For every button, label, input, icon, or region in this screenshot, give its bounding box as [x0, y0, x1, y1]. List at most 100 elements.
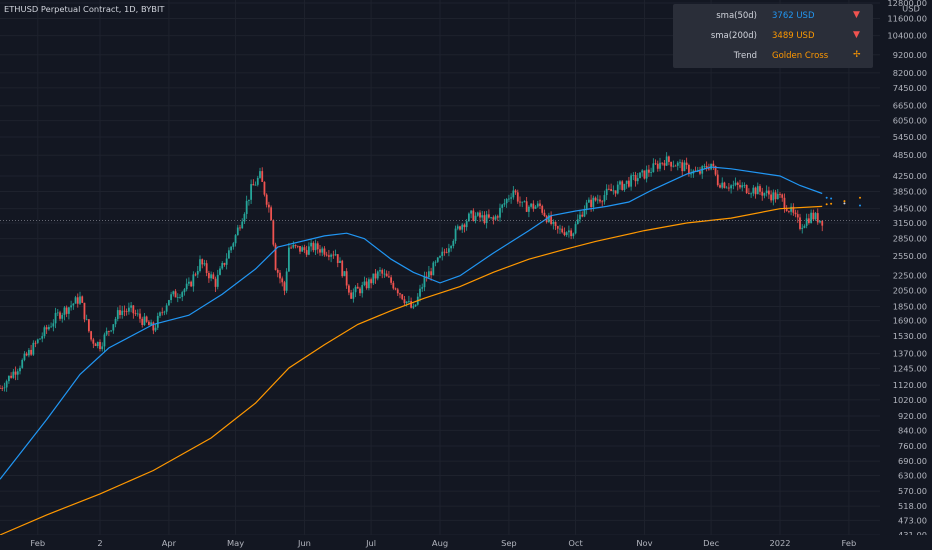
candle-body: [519, 201, 521, 203]
candle-body: [419, 288, 421, 297]
legend-value: Golden Cross: [772, 51, 829, 61]
cross-icon: ✢: [853, 50, 861, 60]
candle-body: [87, 319, 90, 332]
candle-body: [194, 274, 197, 276]
candle-body: [676, 162, 679, 166]
candle-body: [290, 247, 293, 249]
candle-body: [525, 201, 528, 212]
candle-body: [370, 279, 373, 284]
candle-body: [107, 330, 110, 332]
down-triangle-icon: ▼: [853, 10, 860, 20]
candle-body: [536, 203, 539, 207]
candle-body: [599, 199, 601, 202]
candle-body: [159, 312, 161, 316]
candle-body: [185, 283, 188, 290]
candle-body: [225, 258, 228, 265]
candle-body: [121, 310, 124, 315]
candle-body: [256, 177, 259, 185]
candle-body: [163, 311, 166, 313]
candle-body: [181, 292, 184, 297]
candle-body: [570, 230, 573, 237]
candle-body: [61, 314, 64, 319]
candle-body: [56, 312, 59, 314]
candle-body: [687, 164, 690, 174]
candle-body: [447, 248, 450, 253]
candle-body: [594, 197, 597, 201]
y-tick-label: 1370.00: [893, 349, 927, 359]
candle-body: [612, 190, 615, 192]
y-tick-label: 2550.00: [893, 251, 927, 261]
candle-body: [270, 207, 273, 221]
candle-body: [421, 287, 424, 289]
candle-body: [363, 281, 366, 286]
projection-dot: [843, 202, 846, 205]
candle-body: [165, 305, 168, 312]
candle-body: [461, 224, 464, 230]
candle-body: [516, 192, 519, 202]
candle-body: [390, 277, 393, 283]
projection-dot: [830, 202, 833, 205]
candle-body: [532, 203, 535, 209]
candle-body: [312, 242, 315, 251]
legend-value: 3762 USD: [772, 11, 815, 21]
candle-body: [147, 321, 150, 326]
y-tick-label: 518.00: [898, 501, 927, 511]
candle-body: [596, 199, 599, 201]
candle-body: [590, 199, 593, 207]
candle-body: [412, 306, 415, 308]
candle-body: [470, 210, 473, 214]
candle-body: [345, 271, 348, 286]
candle-body: [30, 349, 33, 355]
candle-body: [707, 168, 710, 170]
candle-body: [643, 170, 646, 179]
candle-body: [632, 175, 635, 176]
candle-body: [794, 212, 797, 215]
y-tick-label: 1020.00: [893, 395, 927, 405]
x-axis-panel: [0, 535, 932, 550]
candle-body: [763, 193, 766, 196]
candle-body: [296, 245, 299, 247]
candle-body: [505, 199, 508, 204]
candle-body: [603, 195, 606, 202]
candle-body: [294, 244, 297, 246]
candle-body: [3, 387, 6, 389]
candle-body: [152, 322, 155, 331]
candle-body: [325, 254, 328, 256]
candle-body: [503, 203, 506, 205]
candle-body: [212, 274, 215, 279]
candle-body: [636, 178, 639, 182]
candle-body: [574, 224, 577, 234]
candle-body: [670, 161, 673, 167]
candle-body: [187, 281, 190, 284]
candle-body: [803, 225, 806, 228]
candle-body: [110, 330, 113, 332]
candle-body: [161, 312, 164, 314]
candle-body: [25, 353, 28, 356]
candle-body: [172, 291, 175, 295]
candle-body: [483, 215, 486, 224]
candle-body: [614, 190, 617, 194]
candle-body: [59, 312, 61, 319]
candle-body: [534, 206, 537, 209]
candle-body: [81, 296, 84, 303]
candle-body: [630, 175, 633, 187]
y-tick-label: 473.00: [898, 515, 927, 525]
candle-body: [401, 294, 404, 300]
candle-body: [514, 190, 517, 193]
candle-body: [214, 278, 217, 287]
candle-body: [805, 218, 808, 226]
candle-body: [465, 221, 468, 228]
candle-body: [423, 276, 426, 288]
y-tick-label: 5450.00: [893, 132, 927, 142]
candle-body: [136, 313, 139, 315]
candle-body: [47, 326, 50, 330]
candle-body: [607, 188, 610, 190]
legend-row-sma200: sma(200d) 3489 USD ▼: [673, 26, 873, 46]
candle-body: [92, 339, 95, 344]
candle-body: [276, 269, 279, 273]
candle-body: [247, 199, 250, 201]
candle-body: [292, 244, 295, 248]
candle-body: [807, 218, 810, 223]
candle-body: [90, 331, 93, 340]
